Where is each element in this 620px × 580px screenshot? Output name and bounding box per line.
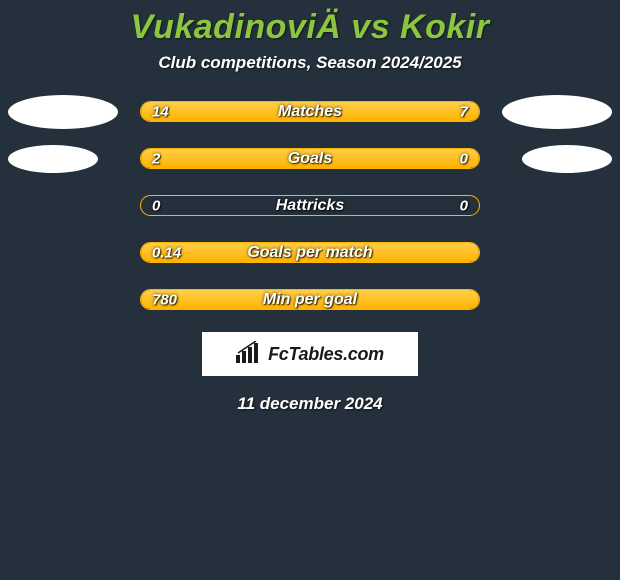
bar-track [140,242,480,263]
stat-bar: 0.14Goals per match [140,242,480,263]
player-avatar-right [520,143,614,175]
stats-rows: 147Matches 20Goals 00Hattricks 0.14Goals pe… [0,101,620,310]
stat-row: 147Matches [0,101,620,122]
player-avatar-left [6,93,120,131]
player-avatar-right [500,93,614,131]
bar-track [140,148,480,169]
bar-fill-full [141,243,479,262]
stat-row: 20Goals [0,148,620,169]
comparison-infographic: VukadinoviÄ vs Kokir Club competitions, … [0,0,620,414]
site-logo: FcTables.com [202,332,418,376]
stat-bar: 780Min per goal [140,289,480,310]
logo-text: FcTables.com [268,344,384,365]
stat-row: 0.14Goals per match [0,242,620,263]
page-title: VukadinoviÄ vs Kokir [0,8,620,47]
page-subtitle: Club competitions, Season 2024/2025 [0,53,620,73]
stat-row: 780Min per goal [0,289,620,310]
logo-chart-icon [236,341,262,368]
stat-bar: 00Hattricks [140,195,480,216]
stat-row: 00Hattricks [0,195,620,216]
bar-fill-left [141,102,366,121]
bar-fill-full [141,290,479,309]
footer-date: 11 december 2024 [0,394,620,414]
bar-fill-right [366,102,479,121]
player-avatar-left [6,143,100,175]
bar-track [140,289,480,310]
bar-track [140,101,480,122]
stat-bar: 20Goals [140,148,480,169]
bar-fill-left [141,149,401,168]
bar-track [140,195,480,216]
stat-bar: 147Matches [140,101,480,122]
bar-fill-right [401,149,479,168]
